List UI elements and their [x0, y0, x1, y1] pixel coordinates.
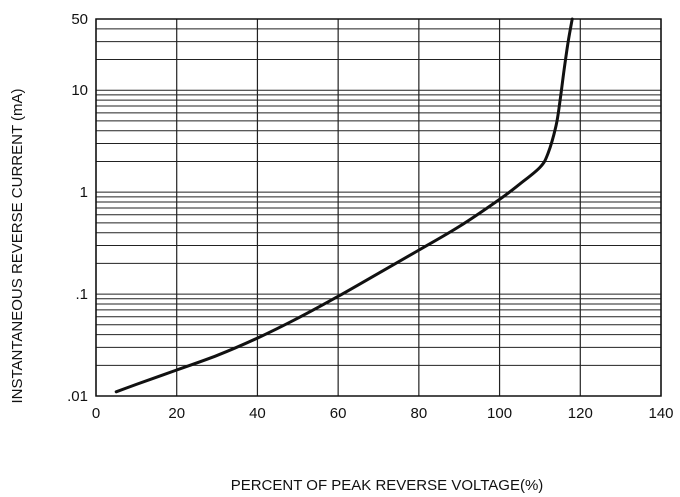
x-axis-label: PERCENT OF PEAK REVERSE VOLTAGE(%) [231, 477, 544, 494]
y-tick-label: 50 [71, 11, 88, 28]
x-tick-label: 120 [568, 405, 593, 422]
x-tick-label: 60 [330, 405, 347, 422]
series-layer [114, 17, 574, 394]
x-tick-label: 20 [168, 405, 185, 422]
x-tick-labels: 0 20 40 60 80 100 120 140 [92, 405, 674, 422]
grid [95, 18, 662, 397]
series-line [114, 17, 574, 394]
x-tick-label: 40 [249, 405, 266, 422]
x-tick-label: 0 [92, 405, 100, 422]
y-tick-label: 1 [80, 184, 88, 201]
y-tick-labels: .01 .1 1 10 50 [67, 11, 88, 405]
x-tick-label: 80 [411, 405, 428, 422]
x-tick-label: 100 [487, 405, 512, 422]
y-tick-label: .1 [75, 286, 88, 303]
y-axis-label: INSTANTANEOUS REVERSE CURRENT (mA) [9, 88, 26, 403]
y-tick-label: 10 [71, 82, 88, 99]
plot-frame [95, 18, 662, 397]
y-tick-label: .01 [67, 388, 88, 405]
x-tick-label: 140 [648, 405, 673, 422]
